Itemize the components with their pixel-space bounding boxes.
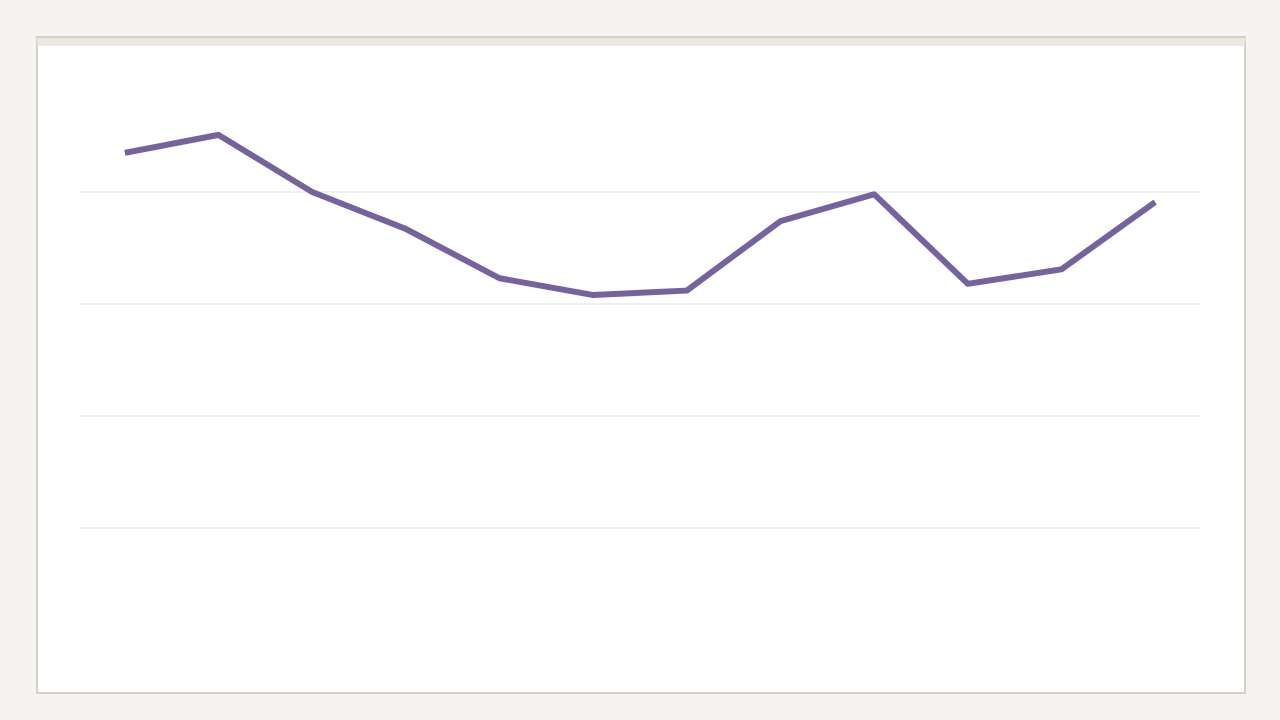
card-border	[36, 36, 1246, 38]
data-line	[124, 131, 1157, 299]
